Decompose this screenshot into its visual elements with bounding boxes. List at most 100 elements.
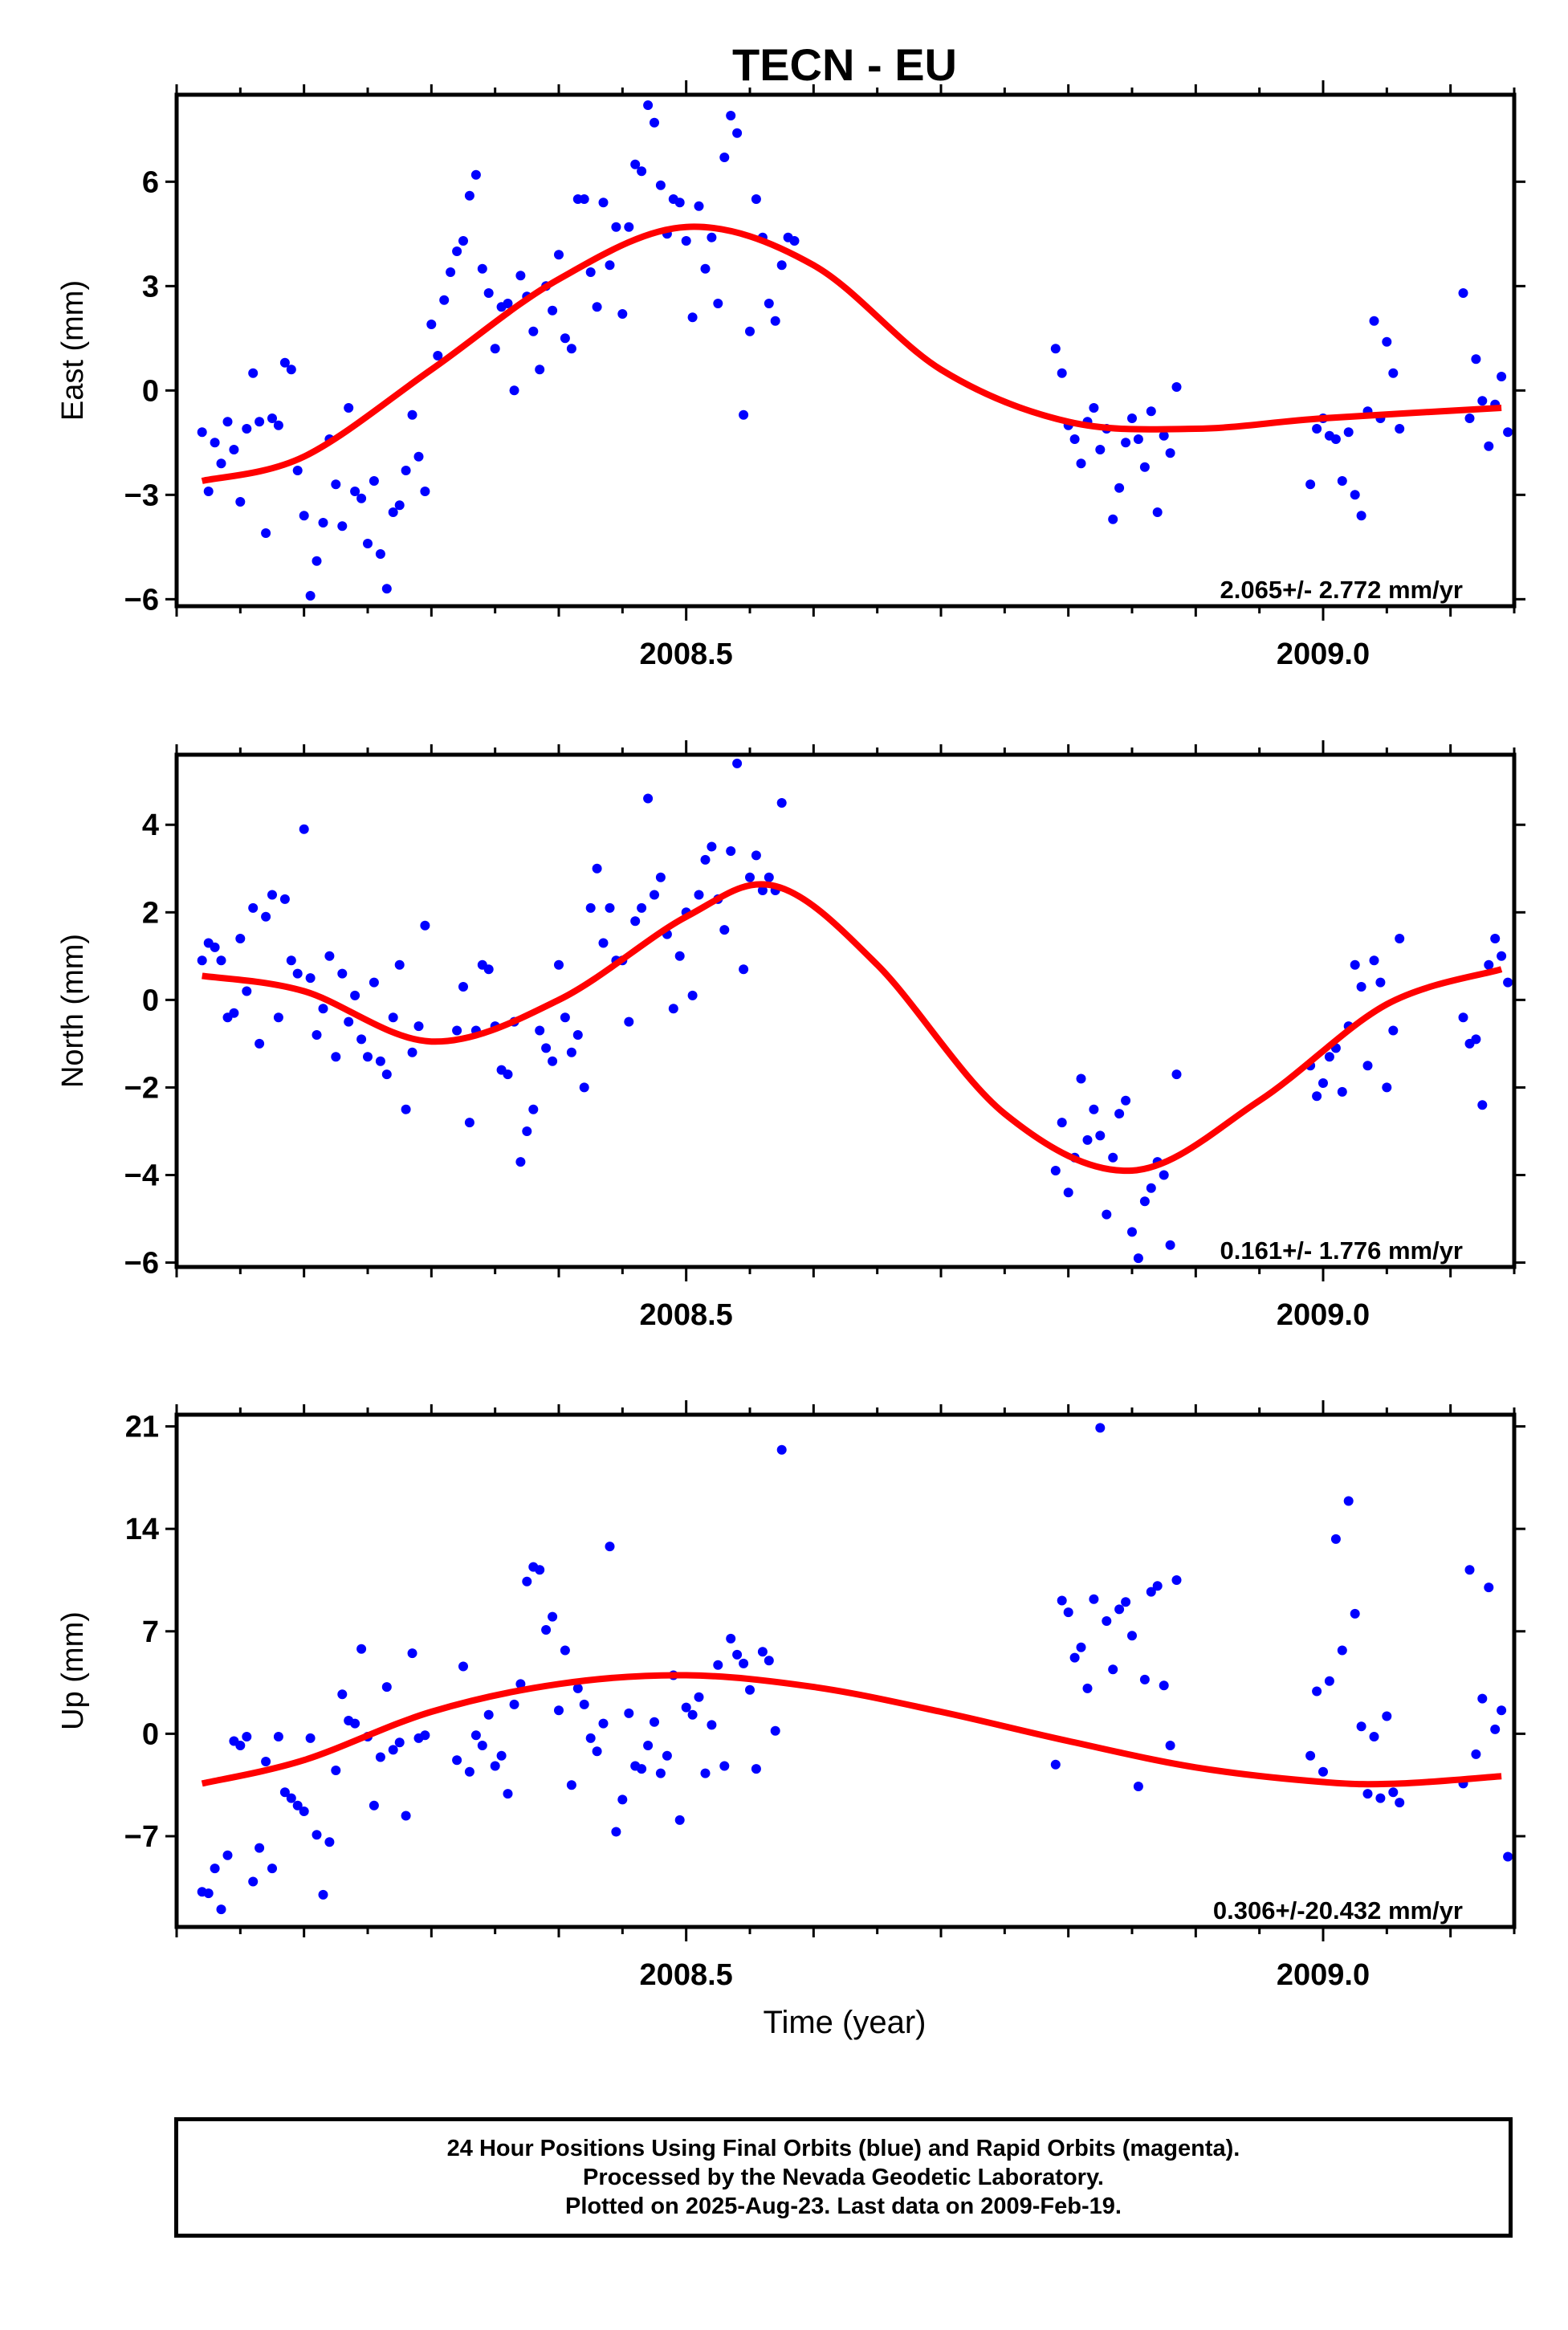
north-data-point bbox=[1076, 1073, 1086, 1084]
north-data-point bbox=[363, 1052, 373, 1062]
up-data-point bbox=[1152, 1581, 1163, 1591]
east-data-point bbox=[318, 518, 328, 528]
east-data-point bbox=[1477, 396, 1488, 406]
north-data-point bbox=[344, 1016, 354, 1027]
north-data-point bbox=[1477, 1100, 1488, 1110]
up-data-point bbox=[1324, 1676, 1334, 1686]
up-data-point bbox=[681, 1702, 691, 1713]
east-data-point bbox=[637, 166, 647, 177]
north-data-point bbox=[548, 1056, 558, 1066]
north-data-point bbox=[248, 902, 259, 913]
east-data-point bbox=[439, 295, 450, 305]
up-data-point bbox=[1395, 1798, 1405, 1808]
up-data-point bbox=[248, 1876, 259, 1887]
up-data-point bbox=[757, 1647, 768, 1657]
east-y-tick-label: −3 bbox=[124, 479, 159, 512]
east-data-point bbox=[713, 299, 723, 308]
north-data-point bbox=[279, 894, 290, 904]
north-data-point bbox=[1050, 1166, 1061, 1175]
north-data-point bbox=[1318, 1078, 1328, 1088]
up-data-point bbox=[464, 1766, 474, 1777]
up-data-point bbox=[662, 1750, 672, 1761]
east-data-point bbox=[381, 584, 392, 594]
up-data-point bbox=[1089, 1594, 1099, 1604]
east-data-point bbox=[229, 445, 239, 454]
up-data-point bbox=[1159, 1680, 1169, 1691]
up-frame bbox=[174, 1412, 1517, 1929]
up-y-tick-label: 0 bbox=[142, 1717, 159, 1751]
east-data-point bbox=[1356, 511, 1366, 521]
north-fit-line bbox=[202, 881, 1503, 1175]
up-data-point bbox=[687, 1709, 698, 1720]
footer-line-2: Processed by the Nevada Geodetic Laborat… bbox=[583, 2165, 1104, 2190]
up-data-point bbox=[624, 1708, 634, 1718]
up-data-point bbox=[496, 1750, 507, 1761]
north-rate-label: 0.161+/- 1.776 mm/yr bbox=[1220, 1236, 1463, 1265]
up-data-point bbox=[286, 1793, 296, 1803]
north-data-point bbox=[350, 990, 360, 1000]
north-data-point bbox=[337, 968, 348, 979]
north-data-point bbox=[369, 977, 379, 988]
north-data-point bbox=[1362, 1061, 1373, 1071]
up-data-point bbox=[707, 1720, 717, 1730]
north-y-tick-label: −2 bbox=[124, 1071, 159, 1105]
north-data-point bbox=[1503, 977, 1513, 988]
east-data-point bbox=[674, 198, 685, 208]
east-data-point bbox=[681, 236, 691, 246]
east-data-point bbox=[477, 263, 487, 274]
east-data-point bbox=[464, 190, 474, 201]
up-y-tick-label: 21 bbox=[125, 1411, 159, 1444]
east-data-point bbox=[222, 417, 233, 427]
east-data-point bbox=[1050, 344, 1061, 354]
north-data-point bbox=[286, 955, 296, 966]
north-data-point bbox=[1089, 1104, 1099, 1114]
up-data-point bbox=[1057, 1595, 1067, 1606]
up-data-point bbox=[1388, 1787, 1399, 1798]
up-data-point bbox=[726, 1633, 736, 1644]
up-data-point bbox=[279, 1787, 290, 1798]
east-data-point bbox=[719, 153, 730, 162]
east-data-point bbox=[458, 236, 468, 246]
up-panel: 2008.5 2009.0 −7 0 7 14 21 Up (mm) 0.306+/-20.43… bbox=[56, 1400, 1525, 1992]
east-data-point bbox=[483, 288, 494, 298]
up-data-point bbox=[503, 1789, 513, 1799]
east-data-point bbox=[286, 365, 296, 375]
east-data-point bbox=[248, 368, 259, 378]
east-data-point bbox=[1382, 336, 1392, 347]
up-data-point bbox=[401, 1811, 411, 1821]
east-data-point bbox=[770, 316, 780, 326]
up-data-point bbox=[267, 1864, 277, 1874]
up-data-point bbox=[1464, 1565, 1475, 1575]
footer-line-3: Plotted on 2025-Aug-23. Last data on 200… bbox=[565, 2194, 1122, 2219]
up-data-point bbox=[719, 1761, 730, 1771]
north-data-point bbox=[1375, 977, 1386, 988]
north-data-point bbox=[261, 911, 271, 922]
up-data-point bbox=[598, 1718, 609, 1729]
east-panel: 2008.5 2009.0 −6 −3 0 3 6 East (mm) 2.065+/- 2.7… bbox=[56, 80, 1525, 671]
up-y-axis-label: Up (mm) bbox=[56, 1611, 90, 1730]
up-x-tick-label: 2008.5 bbox=[640, 1958, 733, 1992]
up-data-point bbox=[541, 1625, 552, 1635]
north-data-point bbox=[1490, 934, 1501, 943]
east-data-point bbox=[1388, 368, 1399, 378]
north-data-point bbox=[1484, 959, 1494, 970]
up-data-point bbox=[222, 1850, 233, 1860]
east-data-point bbox=[261, 528, 271, 538]
up-data-point bbox=[470, 1730, 481, 1741]
east-data-point bbox=[1139, 462, 1150, 472]
up-data-point bbox=[490, 1761, 500, 1771]
up-data-point bbox=[605, 1542, 615, 1552]
east-data-point bbox=[624, 222, 634, 232]
up-data-point bbox=[255, 1843, 265, 1853]
up-data-point bbox=[674, 1815, 685, 1825]
north-data-point bbox=[560, 1012, 570, 1023]
east-data-point bbox=[1369, 316, 1379, 326]
north-data-point bbox=[572, 1030, 583, 1040]
east-data-point bbox=[401, 466, 411, 475]
east-data-point bbox=[470, 169, 481, 180]
east-data-point bbox=[344, 403, 354, 413]
up-data-point bbox=[643, 1741, 654, 1750]
up-data-point bbox=[350, 1718, 360, 1729]
up-data-point bbox=[1484, 1583, 1494, 1593]
